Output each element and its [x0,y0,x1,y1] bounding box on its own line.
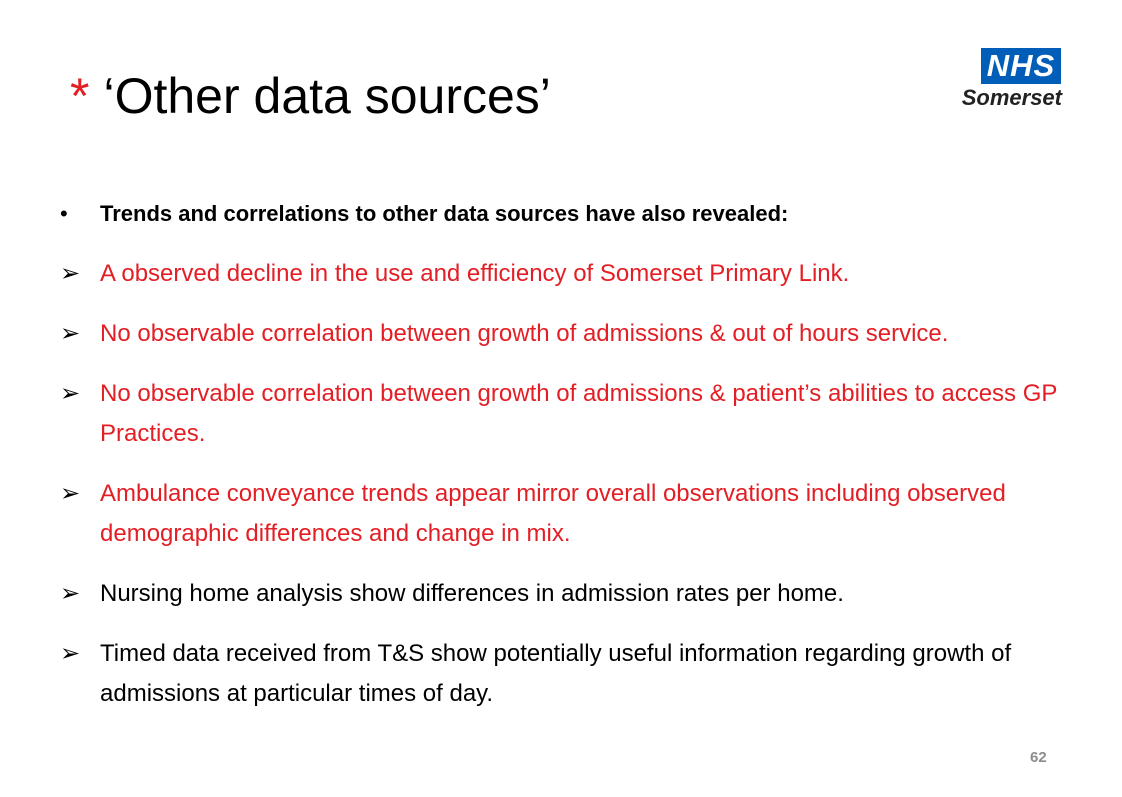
list-item: ➢ No observable correlation between grow… [60,374,1060,454]
arrow-bullet-icon: ➢ [60,640,81,667]
list-item: ➢ Nursing home analysis show differences… [60,574,1060,614]
page-number: 62 [1030,749,1047,766]
list-item-text: A observed decline in the use and effici… [100,260,850,287]
list-item-text: Nursing home analysis show differences i… [100,580,844,607]
arrow-bullet-icon: ➢ [60,380,81,407]
slide-title: * ‘Other data sources’ [70,66,551,126]
list-item-text: No observable correlation between growth… [100,380,1057,447]
slide-content: • Trends and correlations to other data … [60,196,1060,714]
title-asterisk: * [70,68,90,124]
nhs-somerset-logo: NHS Somerset [944,48,1064,110]
list-item-text: Ambulance conveyance trends appear mirro… [100,480,1006,547]
logo-org-name: Somerset [961,85,1062,110]
nhs-logo-mark: NHS [981,48,1061,84]
intro-text: Trends and correlations to other data so… [100,201,789,226]
list-item-text: No observable correlation between growth… [100,320,949,347]
list-item: ➢ No observable correlation between grow… [60,314,1060,354]
list-item: ➢ Ambulance conveyance trends appear mir… [60,474,1060,554]
title-text: ‘Other data sources’ [103,68,551,124]
list-item-text: Timed data received from T&S show potent… [100,640,1012,707]
arrow-bullet-icon: ➢ [60,580,81,607]
list-item: ➢ Timed data received from T&S show pote… [60,634,1060,714]
intro-bullet: • Trends and correlations to other data … [60,196,1060,232]
arrow-bullet-icon: ➢ [60,320,81,347]
arrow-bullet-icon: ➢ [60,480,81,507]
bullet-dot-icon: • [60,201,68,226]
arrow-bullet-icon: ➢ [60,260,81,287]
list-item: ➢ A observed decline in the use and effi… [60,254,1060,294]
